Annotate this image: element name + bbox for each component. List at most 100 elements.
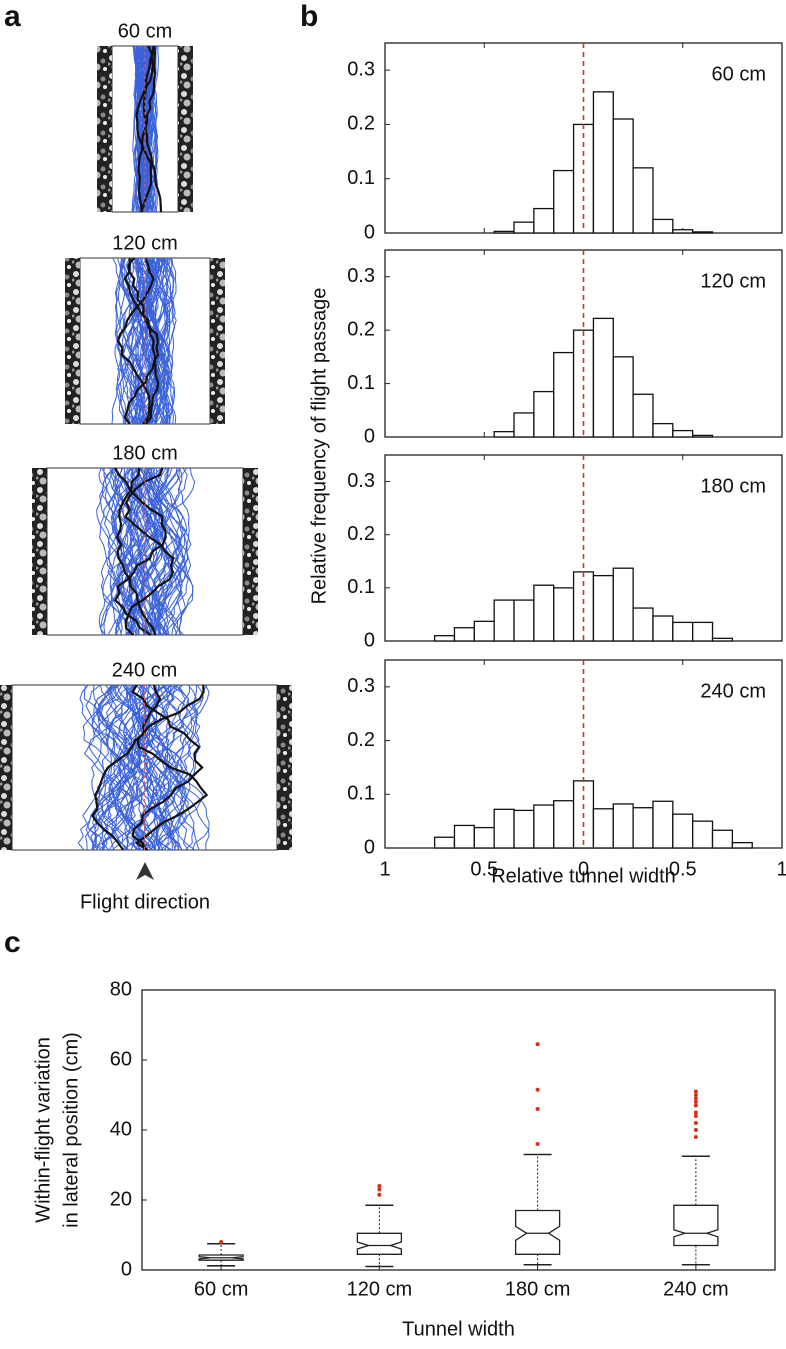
trajectory <box>125 467 157 635</box>
y-tick-label: 0.3 <box>347 470 375 492</box>
tunnel-label: 240 cm <box>112 659 178 681</box>
panel-annotation: 180 cm <box>700 475 766 497</box>
trajectory <box>151 467 187 636</box>
y-tick-label: 0.1 <box>347 372 375 394</box>
bar <box>692 820 714 849</box>
trajectory <box>102 684 150 851</box>
bar <box>473 620 495 642</box>
outlier <box>693 1121 698 1125</box>
trajectory <box>143 684 190 851</box>
panel-annotation: 60 cm <box>712 63 766 85</box>
bar <box>513 809 535 849</box>
y-tick-label: 0.2 <box>347 523 375 545</box>
trajectory <box>138 45 151 213</box>
bar <box>473 826 495 849</box>
x-tick-label: 1 <box>379 858 390 880</box>
trajectory <box>77 684 122 851</box>
bar <box>553 800 575 849</box>
y-tick-label: 0.1 <box>347 167 375 189</box>
trajectory <box>90 684 137 851</box>
wall-texture <box>178 46 193 212</box>
box <box>673 1204 719 1247</box>
bar <box>711 829 734 849</box>
y-axis-label: in lateral position (cm) <box>60 1032 82 1228</box>
y-tick-label: 0 <box>364 836 375 858</box>
outlier <box>535 1142 540 1146</box>
bar <box>672 621 694 642</box>
bar <box>513 599 535 642</box>
wall-texture <box>210 258 225 424</box>
outlier <box>693 1114 698 1118</box>
bar <box>652 422 674 438</box>
example-trajectory <box>91 684 162 851</box>
bar <box>493 230 515 234</box>
trajectory <box>133 45 146 213</box>
trajectory <box>114 257 139 425</box>
y-tick-label: 60 <box>110 1048 132 1070</box>
outlier <box>535 1107 540 1111</box>
y-tick-label: 80 <box>110 978 132 1000</box>
y-tick-label: 0 <box>364 221 375 243</box>
outlier <box>535 1042 540 1047</box>
example-trajectory <box>137 45 157 213</box>
bar <box>592 317 614 438</box>
outlier <box>693 1128 698 1132</box>
trajectory <box>120 257 144 425</box>
y-tick-label: 0.3 <box>347 675 375 697</box>
example-trajectory <box>131 684 204 851</box>
trajectory <box>136 467 167 636</box>
trajectory <box>139 258 163 425</box>
bar <box>672 229 694 234</box>
bar <box>652 800 674 849</box>
y-tick-label: 20 <box>110 1188 132 1210</box>
trajectory <box>129 467 166 636</box>
bar <box>453 824 475 849</box>
trajectory <box>151 467 184 636</box>
panel-annotation: 120 cm <box>700 270 766 292</box>
outlier <box>693 1100 698 1104</box>
caption: Flight direction <box>80 891 210 913</box>
trajectory <box>96 467 131 636</box>
bar <box>553 351 575 438</box>
y-tick-label: 40 <box>110 1118 132 1140</box>
tunnel-label: 60 cm <box>118 20 172 42</box>
bar <box>533 207 555 234</box>
y-tick-label: 0.2 <box>347 729 375 751</box>
example-trajectory <box>135 45 154 213</box>
trajectory <box>145 468 180 636</box>
direction-arrow <box>136 862 154 880</box>
trajectory <box>130 257 154 425</box>
example-trajectory <box>113 467 167 636</box>
outlier <box>377 1192 382 1197</box>
bar <box>433 635 456 642</box>
outlier <box>693 1103 698 1108</box>
box <box>356 1232 403 1255</box>
outlier <box>535 1087 540 1092</box>
x-axis-label: Tunnel width <box>402 1318 515 1340</box>
bar <box>572 329 595 438</box>
trajectory <box>101 467 135 636</box>
wall-texture <box>32 468 47 635</box>
trajectory <box>85 684 130 851</box>
outlier <box>693 1089 698 1094</box>
tunnel-label: 180 cm <box>112 442 178 464</box>
y-axis-label: Within-flight variation <box>32 1037 54 1223</box>
x-tick-label: 1 <box>776 858 786 880</box>
bar <box>592 808 614 849</box>
bar <box>612 803 634 849</box>
bar <box>652 615 674 642</box>
bar <box>592 91 614 234</box>
bar <box>513 221 535 234</box>
trajectory <box>134 257 158 425</box>
trajectory <box>103 467 138 636</box>
box <box>514 1209 561 1255</box>
trajectory <box>152 257 177 425</box>
x-tick-label: 60 cm <box>194 1278 248 1300</box>
y-tick-label: 0.1 <box>347 783 375 805</box>
trajectory <box>106 684 154 851</box>
example-trajectory <box>115 467 157 636</box>
bar <box>612 118 634 234</box>
bar <box>533 804 555 849</box>
bar <box>711 637 734 642</box>
